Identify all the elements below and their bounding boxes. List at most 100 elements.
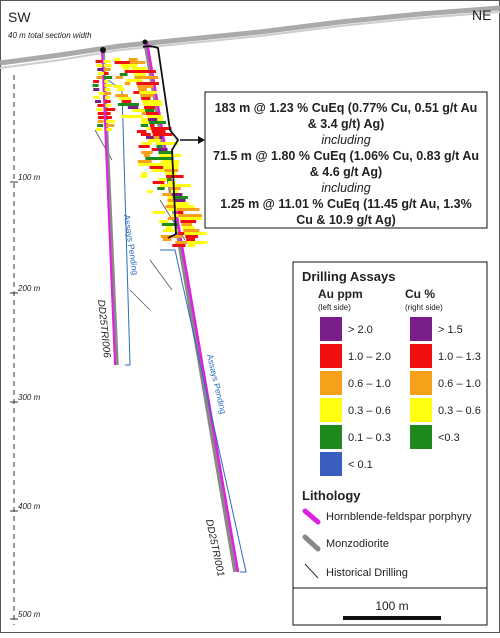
cu-interval xyxy=(184,232,207,235)
cu-interval xyxy=(145,109,155,112)
cu-interval xyxy=(162,163,179,166)
cu-swatch xyxy=(410,344,432,368)
au-interval xyxy=(93,88,100,91)
depth-label: 100 m xyxy=(18,173,41,182)
cu-interval xyxy=(103,60,111,63)
cu-interval xyxy=(165,172,177,175)
cu-interval xyxy=(105,96,110,99)
cu-interval xyxy=(141,97,151,100)
cu-interval xyxy=(128,58,138,61)
monzodiorite-swatch xyxy=(302,534,321,552)
cu-interval xyxy=(158,151,174,154)
cu-interval xyxy=(144,106,156,109)
au-interval xyxy=(141,151,153,154)
cu-interval xyxy=(168,184,192,187)
au-interval xyxy=(137,160,152,163)
au-item: 1.0 – 2.0 xyxy=(348,351,391,363)
lithology-item: Hornblende-feldspar porphyry xyxy=(326,511,472,523)
cu-interval xyxy=(129,61,146,64)
au-swatch xyxy=(320,317,342,341)
au-interval xyxy=(172,244,186,247)
cu-interval xyxy=(133,73,146,76)
cu-interval xyxy=(167,181,176,184)
cu-interval xyxy=(104,84,114,87)
au-interval xyxy=(121,100,132,103)
au-interval xyxy=(138,163,162,166)
au-interval xyxy=(162,238,172,241)
cu-interval xyxy=(157,148,168,151)
au-interval xyxy=(162,229,178,232)
cu-interval xyxy=(178,214,202,217)
au-interval xyxy=(93,80,100,83)
topography-shadow xyxy=(0,11,500,69)
cu-interval xyxy=(182,226,195,229)
cu-interval xyxy=(166,175,184,178)
cu-interval xyxy=(187,241,208,244)
collar xyxy=(100,47,106,53)
cu-interval xyxy=(186,238,196,241)
cu-interval xyxy=(106,124,115,127)
lithology-item: Monzodiorite xyxy=(326,538,389,550)
au-interval xyxy=(178,232,190,235)
au-interval xyxy=(97,72,104,75)
cu-interval xyxy=(153,136,160,139)
au-interval xyxy=(117,88,125,91)
cu-interval xyxy=(163,166,179,169)
au-interval xyxy=(159,184,170,187)
legend-title: Drilling Assays xyxy=(302,269,395,284)
cu-interval xyxy=(130,64,137,67)
depth-label: 200 m xyxy=(17,284,41,293)
cu-interval xyxy=(161,160,180,163)
cu-interval xyxy=(181,223,193,226)
au-interval xyxy=(158,178,169,181)
cu-interval xyxy=(150,127,172,130)
cu-interval xyxy=(104,92,112,95)
cu-swatch xyxy=(410,398,432,422)
cu-interval xyxy=(188,244,196,247)
au-interval xyxy=(120,64,138,67)
cu-interval xyxy=(164,169,179,172)
au-interval xyxy=(167,199,176,202)
cu-swatch xyxy=(410,425,432,449)
cu-interval xyxy=(174,202,180,205)
cu-interval xyxy=(176,208,200,211)
au-interval xyxy=(98,92,105,95)
au-interval xyxy=(149,166,173,169)
cu-interval xyxy=(105,112,111,115)
cu-interval xyxy=(103,68,111,71)
cu-header: Cu % xyxy=(405,287,435,301)
au-interval xyxy=(138,145,150,148)
au-interval xyxy=(148,139,161,142)
cu-interval xyxy=(171,193,183,196)
lithology-item: Historical Drilling xyxy=(326,567,408,579)
arrow-head xyxy=(198,136,205,144)
au-interval xyxy=(95,100,102,103)
cu-interval xyxy=(138,88,147,91)
au-interval xyxy=(151,169,172,172)
au-interval xyxy=(159,220,169,223)
au-interval xyxy=(141,172,147,175)
cu-interval xyxy=(132,70,156,73)
au-interval xyxy=(97,116,104,119)
callout-line: including xyxy=(321,133,370,147)
cu-interval xyxy=(172,196,188,199)
au-interval xyxy=(97,112,104,115)
cu-interval xyxy=(147,118,158,121)
au-item: 0.1 – 0.3 xyxy=(348,432,391,444)
au-interval xyxy=(114,61,137,64)
au-interval xyxy=(161,223,178,226)
au-interval xyxy=(97,68,104,71)
cu-interval xyxy=(134,76,159,79)
callout-line: & 3.4 g/t) Ag) xyxy=(308,117,385,131)
scale-label: 100 m xyxy=(375,599,408,613)
callout-box xyxy=(204,91,488,229)
au-interval xyxy=(124,82,131,85)
cu-interval xyxy=(169,187,181,190)
cu-interval xyxy=(179,217,202,220)
cu-interval xyxy=(135,79,143,82)
au-interval xyxy=(136,130,147,133)
cu-interval xyxy=(104,88,111,91)
au-interval xyxy=(115,76,124,79)
cu-item: <0.3 xyxy=(438,432,460,444)
